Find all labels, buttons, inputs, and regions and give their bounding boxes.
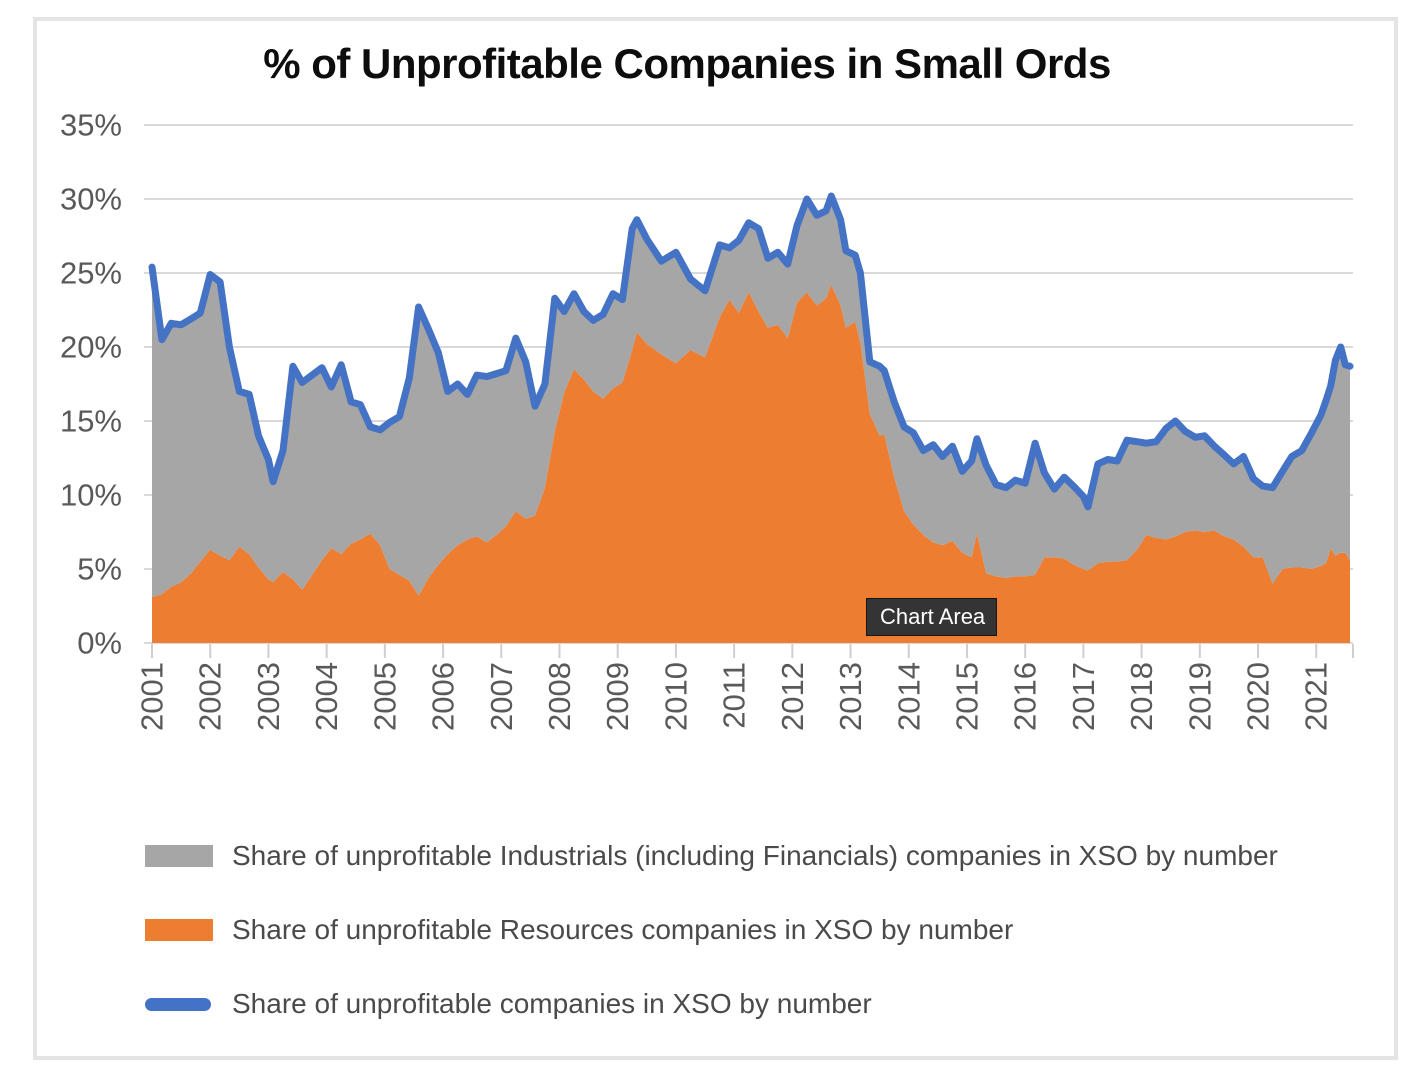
x-tick-label: 2009 — [600, 662, 635, 731]
x-tick-label: 2014 — [891, 662, 926, 731]
x-tick-label: 2003 — [251, 662, 286, 731]
x-tick-label: 2018 — [1124, 662, 1159, 731]
industrials-area[interactable] — [152, 196, 1350, 598]
tooltip-text: Chart Area — [880, 604, 986, 629]
y-tick-label: 35% — [60, 108, 122, 143]
legend-label-industrials: Share of unprofitable Industrials (inclu… — [232, 840, 1278, 871]
industrials-swatch — [145, 845, 213, 867]
y-tick-label: 30% — [60, 182, 122, 217]
x-tick-label: 2011 — [717, 662, 752, 729]
y-tick-label: 10% — [60, 478, 122, 513]
resources-area[interactable] — [152, 284, 1350, 643]
y-tick-label: 25% — [60, 256, 122, 291]
x-tick-label: 2005 — [367, 662, 402, 731]
chart-title: % of Unprofitable Companies in Small Ord… — [263, 40, 1111, 87]
x-tick-label: 2015 — [950, 662, 985, 731]
y-tick-label: 0% — [77, 626, 122, 661]
x-tick-label: 2016 — [1008, 662, 1043, 731]
legend-item-resources[interactable]: Share of unprofitable Resources companie… — [145, 912, 1013, 948]
resources-swatch — [145, 919, 213, 941]
total-line-swatch — [145, 997, 211, 1011]
x-tick-label: 2021 — [1299, 662, 1334, 731]
x-tick-label: 2010 — [658, 662, 693, 731]
x-tick-label: 2004 — [309, 662, 344, 731]
x-tick-label: 2006 — [426, 662, 461, 731]
legend-label-total: Share of unprofitable companies in XSO b… — [232, 988, 872, 1019]
legend-label-resources: Share of unprofitable Resources companie… — [232, 914, 1014, 945]
chart-area-tooltip: Chart Area — [866, 598, 997, 636]
y-tick-label: 20% — [60, 330, 122, 365]
legend-item-industrials[interactable]: Share of unprofitable Industrials (inclu… — [145, 838, 1278, 874]
y-tick-label: 15% — [60, 404, 122, 439]
x-tick-label: 2013 — [833, 662, 868, 731]
x-tick-label: 2001 — [135, 662, 170, 731]
y-tick-label: 5% — [77, 552, 122, 587]
total-line[interactable] — [148, 192, 1354, 511]
x-tick-label: 2002 — [193, 662, 228, 731]
x-tick-label: 2019 — [1182, 662, 1217, 731]
x-tick-label: 2017 — [1066, 662, 1101, 731]
legend-item-total[interactable]: Share of unprofitable companies in XSO b… — [145, 986, 872, 1022]
x-tick-label: 2012 — [775, 662, 810, 731]
x-tick-label: 2008 — [542, 662, 577, 731]
x-tick-label: 2020 — [1241, 662, 1276, 731]
x-tick-label: 2007 — [484, 662, 519, 731]
